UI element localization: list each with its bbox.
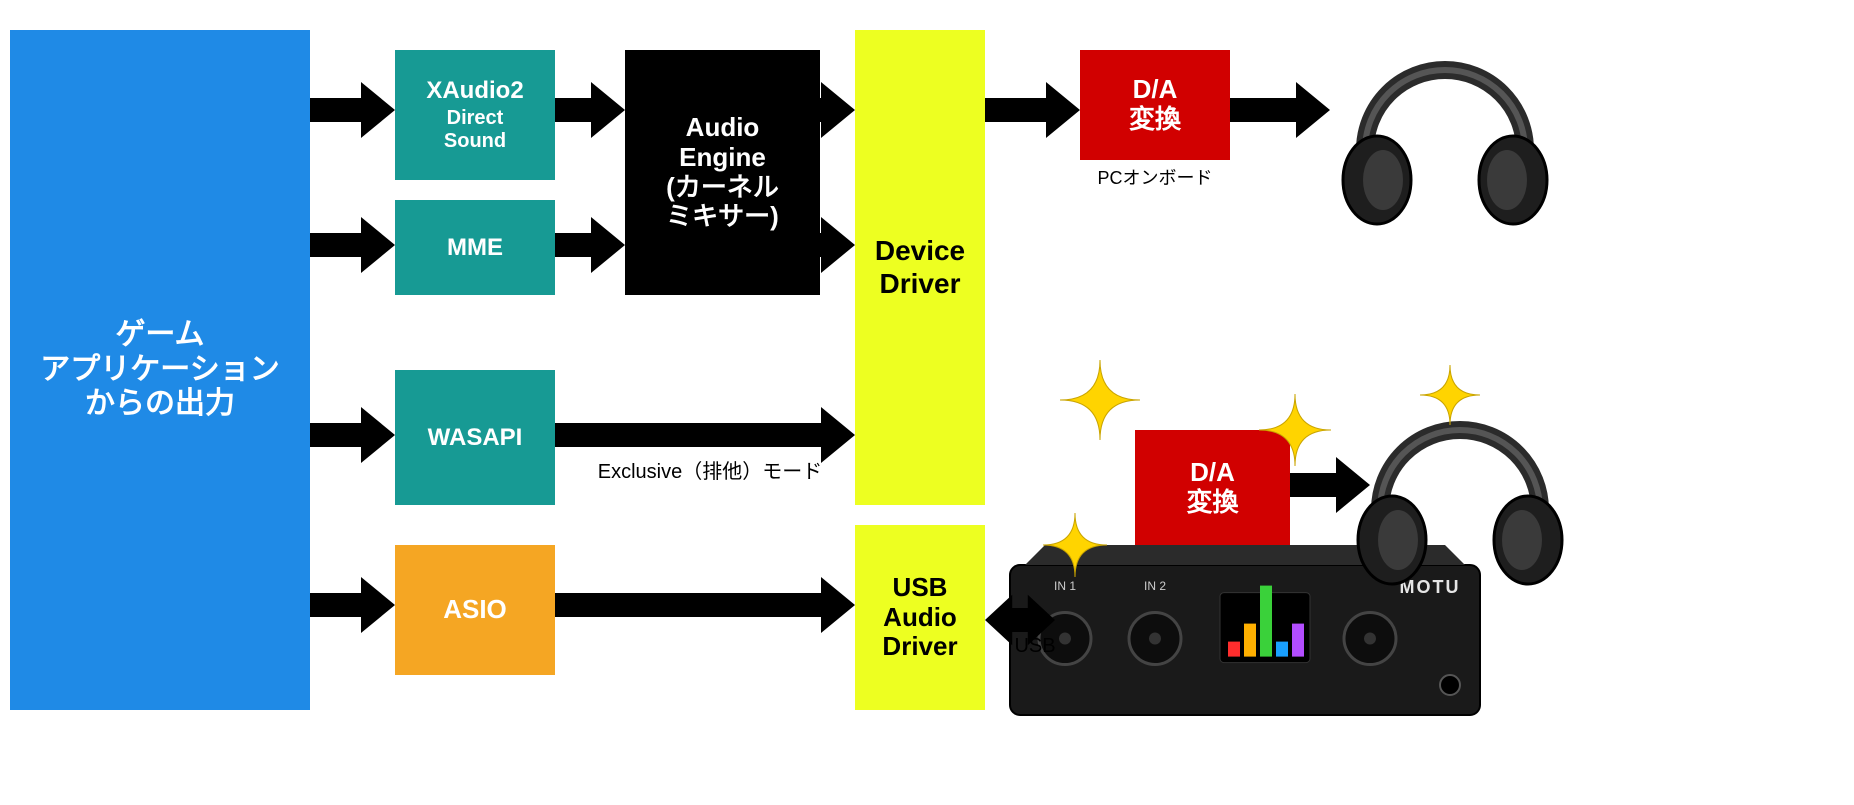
node-asio: ASIO: [395, 545, 555, 675]
sparkle-icon: [1060, 360, 1140, 440]
svg-text:MOTU: MOTU: [1400, 577, 1461, 597]
node-xaudio2: XAudio2DirectSound: [395, 50, 555, 180]
arrow-6: [820, 82, 855, 138]
arrow-1: [310, 217, 395, 273]
label-exclusive-mode: Exclusive（排他）モード: [570, 455, 850, 484]
svg-text:IN 1: IN 1: [1054, 579, 1076, 593]
node-wasapi: WASAPI: [395, 370, 555, 505]
arrow-10: [985, 82, 1080, 138]
arrow-3: [310, 577, 395, 633]
node-mme: MME: [395, 200, 555, 295]
arrow-12: [1290, 457, 1370, 513]
arrow-9: [555, 577, 855, 633]
node-da-converter-1: D/A変換: [1080, 50, 1230, 160]
node-usb-audio-driver: USBAudioDriver: [855, 525, 985, 710]
arrow-11: [1230, 82, 1330, 138]
sparkle-icon: [1043, 513, 1107, 577]
svg-text:IN 2: IN 2: [1144, 579, 1166, 593]
headphones-icon: [1358, 430, 1562, 584]
diagram-stage: ゲームアプリケーションからの出力 XAudio2DirectSound MME …: [0, 0, 1854, 805]
arrow-2: [310, 407, 395, 463]
node-da-converter-2: D/A変換: [1135, 430, 1290, 545]
arrow-5: [555, 217, 625, 273]
arrow-7: [820, 217, 855, 273]
label-usb: USB: [1005, 635, 1065, 658]
arrow-4: [555, 82, 625, 138]
arrow-0: [310, 82, 395, 138]
node-audio-engine: AudioEngine(カーネルミキサー): [625, 50, 820, 295]
sparkle-icon: [1420, 365, 1480, 425]
caption-da1: PCオンボード: [1080, 164, 1230, 190]
node-device-driver: DeviceDriver: [855, 30, 985, 505]
node-game-app: ゲームアプリケーションからの出力: [10, 30, 310, 710]
headphones-icon: [1343, 70, 1547, 224]
